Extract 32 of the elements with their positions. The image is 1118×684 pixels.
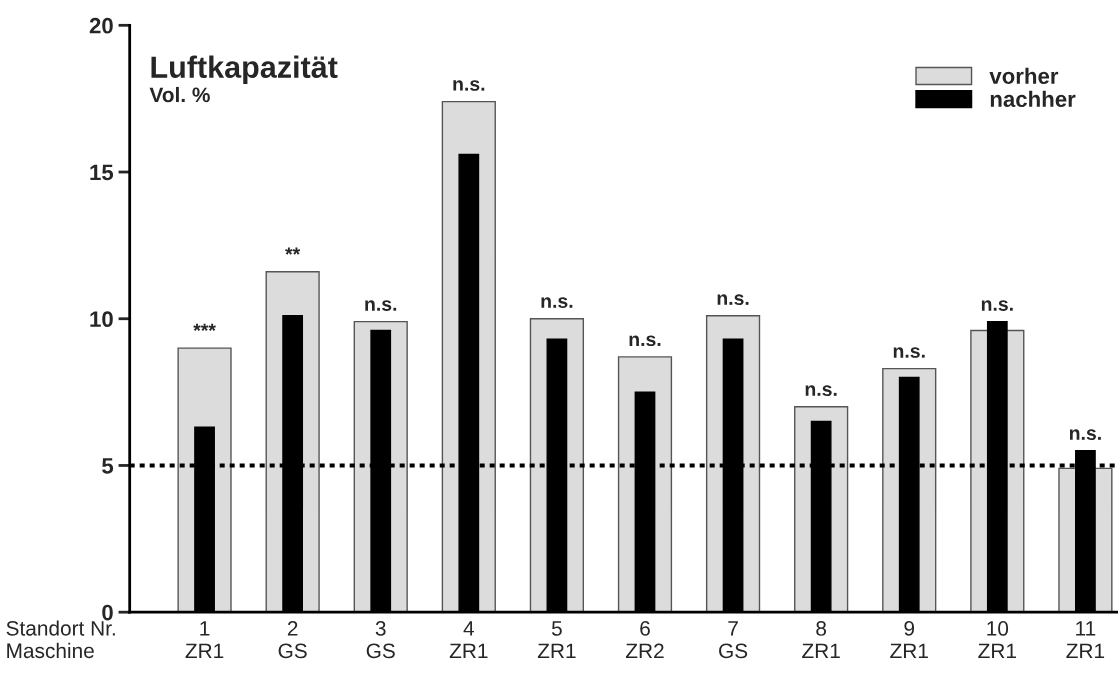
annotation: n.s. [365, 300, 397, 311]
x-tick-label: 8 ZR1 [802, 621, 840, 659]
annotation: n.s. [541, 297, 573, 308]
text: Luftkapazität [151, 55, 338, 84]
y-tick-label: 20 [89, 17, 113, 34]
x-tick-label: 4 ZR1 [449, 621, 488, 659]
annotation: n.s. [893, 347, 925, 358]
x-axis-title: Standort Nr. Maschine [6, 620, 115, 659]
annotation: *** [193, 323, 216, 331]
legend-label: vorher [989, 67, 1059, 84]
y-tick-label: 15 [90, 164, 114, 181]
x-tick-label: 10 ZR1 [978, 621, 1016, 659]
legend-label: nachher [990, 90, 1076, 108]
annotation: n.s. [981, 300, 1013, 311]
x-tick-label: 6 ZR2 [625, 621, 664, 659]
x-tick-label: 7 GS [719, 621, 748, 659]
y-tick-label: 0 [102, 604, 113, 621]
annotation: n.s. [805, 385, 837, 396]
x-tick-label: 1 ZR1 [185, 621, 224, 659]
x-tick-label: 11 ZR1 [1066, 621, 1105, 659]
x-tick-label: 5 ZR1 [537, 621, 576, 659]
x-tick-label: 3 GS [366, 621, 395, 659]
annotation: n.s. [717, 294, 749, 306]
y-tick-label: 10 [90, 311, 113, 328]
text: Vol. % [149, 86, 210, 103]
annotation: n.s. [453, 80, 485, 91]
annotation: ** [285, 247, 301, 255]
annotation: n.s. [629, 335, 661, 347]
x-tick-label: 2 GS [278, 621, 307, 659]
y-tick-label: 5 [102, 458, 114, 474]
x-tick-label: 9 ZR1 [890, 621, 928, 659]
annotation: n.s. [1069, 429, 1101, 440]
